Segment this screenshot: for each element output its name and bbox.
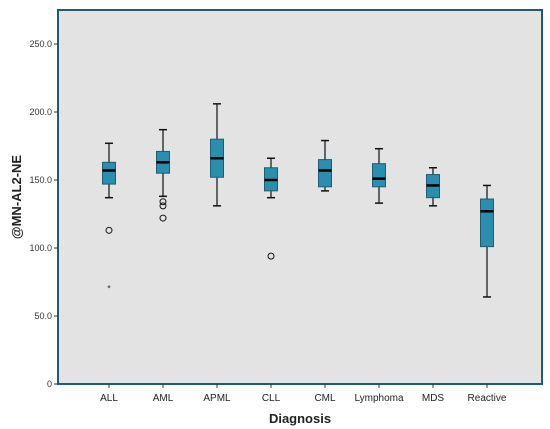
box-reactive [480, 184, 494, 298]
iqr-box [102, 161, 116, 185]
y-axis-title: @MN-AL2-NE [9, 155, 24, 239]
box-apml [210, 103, 224, 207]
outlier-point [159, 214, 167, 222]
box-all: * [102, 142, 116, 293]
y-tick-label: 0 [47, 379, 52, 389]
plot-area [57, 9, 543, 385]
outlier-point [267, 252, 275, 260]
box-aml [156, 128, 170, 222]
y-tick-label: 150.0 [29, 175, 52, 185]
outlier-point [105, 226, 113, 234]
y-tick-label: 250.0 [29, 39, 52, 49]
y-tick-label: 200.0 [29, 107, 52, 117]
category-label: Lymphoma [354, 393, 404, 404]
box-cll [264, 157, 278, 260]
box-mds [426, 167, 440, 207]
y-tick-label: 50.0 [34, 311, 52, 321]
category-label: CML [314, 393, 336, 404]
category-label: AML [153, 393, 174, 404]
y-tick-label: 100.0 [29, 243, 52, 253]
category-label: APML [203, 393, 231, 404]
category-label: ALL [100, 393, 118, 404]
category-label: MDS [422, 393, 445, 404]
x-axis-title: Diagnosis [269, 411, 331, 426]
outlier-point [159, 198, 167, 206]
iqr-box [318, 159, 332, 188]
iqr-box [372, 163, 386, 188]
y-axis: 0 50.0 100.0 150.0 200.0 250.0 [29, 39, 58, 389]
boxes: * [102, 103, 494, 298]
x-axis: ALL AML APML CLL CML Lymphoma MDS Reactive [100, 384, 507, 404]
box-lymphoma [372, 147, 386, 204]
category-label: CLL [262, 393, 281, 404]
box-cml [318, 139, 332, 192]
extreme-point: * [107, 283, 111, 293]
iqr-box [480, 198, 494, 248]
category-label: Reactive [468, 393, 507, 404]
outlier-point [159, 202, 167, 210]
